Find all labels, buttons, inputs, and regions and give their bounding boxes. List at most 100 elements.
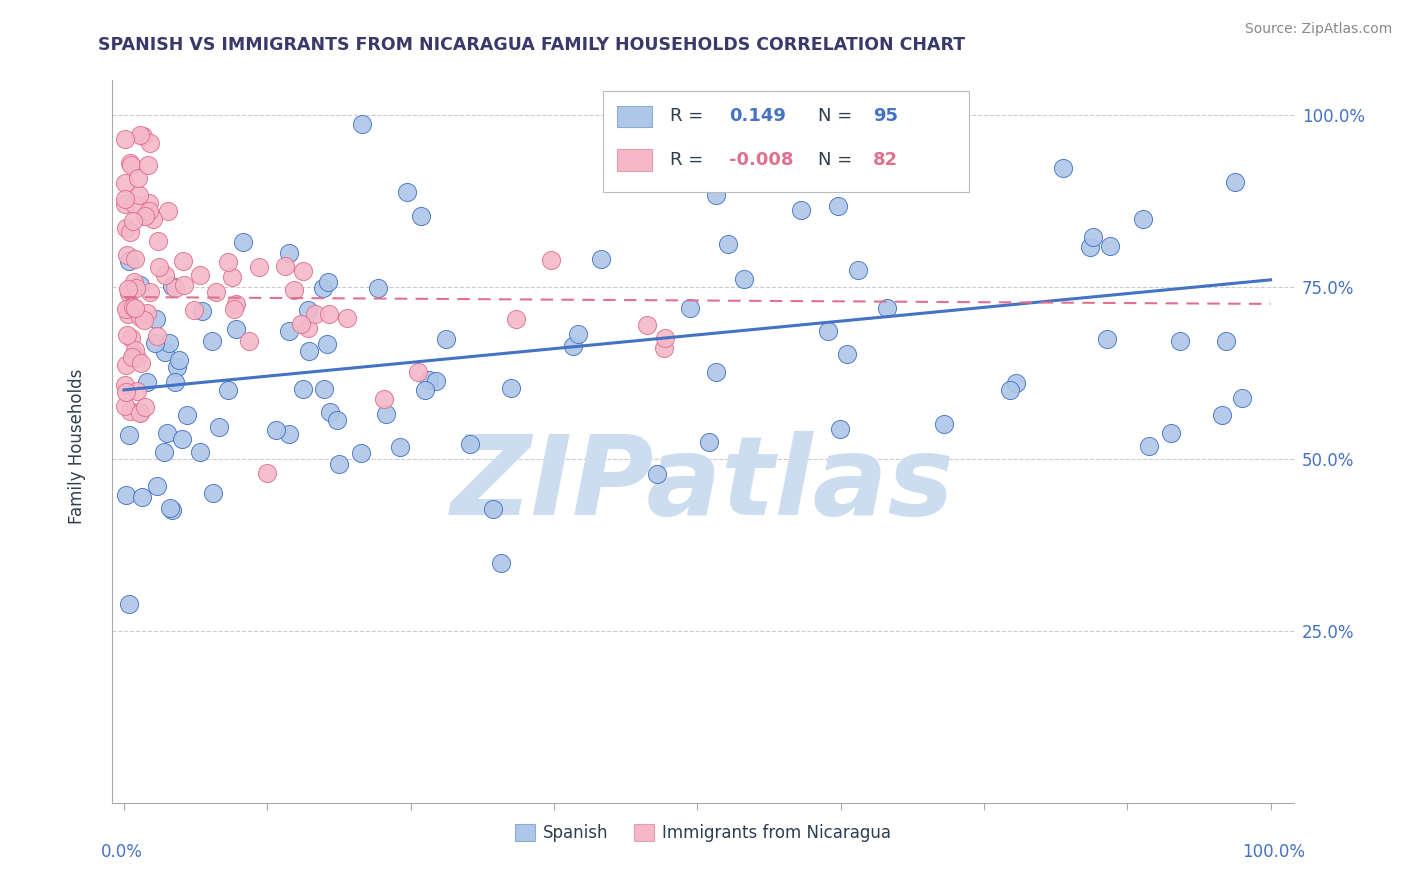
Point <box>120 331 142 345</box>
Point <box>157 335 180 350</box>
Text: -0.008: -0.008 <box>728 151 793 169</box>
Point <box>121 350 143 364</box>
Point <box>679 301 702 315</box>
Point <box>697 434 720 449</box>
Point <box>136 159 159 173</box>
Point <box>540 253 562 268</box>
Point <box>124 343 146 358</box>
Point <box>163 375 186 389</box>
Point <box>1137 439 1160 453</box>
Point <box>173 277 195 292</box>
Point <box>183 303 205 318</box>
Point <box>876 301 898 315</box>
Point <box>336 311 359 326</box>
Point <box>114 358 136 372</box>
Point <box>1081 229 1104 244</box>
Point <box>143 336 166 351</box>
Point <box>375 407 398 421</box>
Point <box>117 301 139 315</box>
Point <box>225 321 247 335</box>
Point <box>114 377 136 392</box>
Point <box>312 281 335 295</box>
Point <box>562 339 585 353</box>
Point <box>312 382 335 396</box>
Point <box>652 341 675 355</box>
Point <box>316 275 339 289</box>
Point <box>167 353 190 368</box>
Point <box>122 197 145 211</box>
Point <box>114 192 136 206</box>
Point <box>835 347 858 361</box>
Text: R =: R = <box>669 151 709 169</box>
Point <box>278 427 301 442</box>
Point <box>129 407 152 421</box>
Point <box>396 185 419 199</box>
Point <box>155 345 177 359</box>
Point <box>932 417 955 432</box>
Point <box>418 373 440 387</box>
Point <box>297 320 319 334</box>
Point <box>145 328 167 343</box>
Text: 0.149: 0.149 <box>728 107 786 126</box>
Point <box>122 300 145 314</box>
Text: Family Households: Family Households <box>69 368 86 524</box>
Point <box>827 199 849 213</box>
Point <box>1223 175 1246 189</box>
Point <box>134 400 156 414</box>
Text: R =: R = <box>669 107 709 126</box>
Point <box>225 297 247 311</box>
Point <box>114 197 136 211</box>
Point <box>115 248 138 262</box>
Point <box>159 500 181 515</box>
Point <box>156 426 179 441</box>
Point <box>425 374 447 388</box>
Point <box>828 422 851 436</box>
Point <box>328 458 350 472</box>
Point <box>409 209 432 223</box>
Point <box>1052 161 1074 176</box>
Point <box>114 176 136 190</box>
Point <box>350 446 373 460</box>
Point <box>170 432 193 446</box>
Point <box>1211 409 1233 423</box>
Point <box>283 283 305 297</box>
Point <box>256 466 278 480</box>
Point <box>208 420 231 434</box>
Point <box>1160 425 1182 440</box>
Point <box>188 268 211 282</box>
Point <box>704 365 727 379</box>
Point <box>406 365 429 379</box>
Point <box>221 270 243 285</box>
Point <box>127 351 149 366</box>
Point <box>292 264 315 278</box>
Text: N =: N = <box>817 107 858 126</box>
Point <box>1132 211 1154 226</box>
Point <box>298 343 321 358</box>
Point <box>278 324 301 338</box>
Point <box>146 479 169 493</box>
Point <box>138 203 160 218</box>
Text: 82: 82 <box>873 151 898 169</box>
Point <box>318 307 340 321</box>
Point <box>148 260 170 275</box>
Point <box>124 252 146 266</box>
Text: N =: N = <box>817 151 858 169</box>
Point <box>304 307 326 321</box>
Point <box>117 307 139 321</box>
Text: 95: 95 <box>873 107 898 126</box>
Point <box>118 285 141 300</box>
Point <box>1095 332 1118 346</box>
Point <box>166 359 188 374</box>
Point <box>117 597 139 611</box>
Point <box>117 282 139 296</box>
Point <box>458 437 481 451</box>
Point <box>165 280 187 294</box>
Point <box>1078 240 1101 254</box>
Text: ZIPatlas: ZIPatlas <box>451 432 955 539</box>
Point <box>1099 238 1122 252</box>
Point <box>290 317 312 331</box>
Point <box>790 202 813 217</box>
Point <box>114 399 136 413</box>
Point <box>482 502 505 516</box>
Point <box>350 117 373 131</box>
